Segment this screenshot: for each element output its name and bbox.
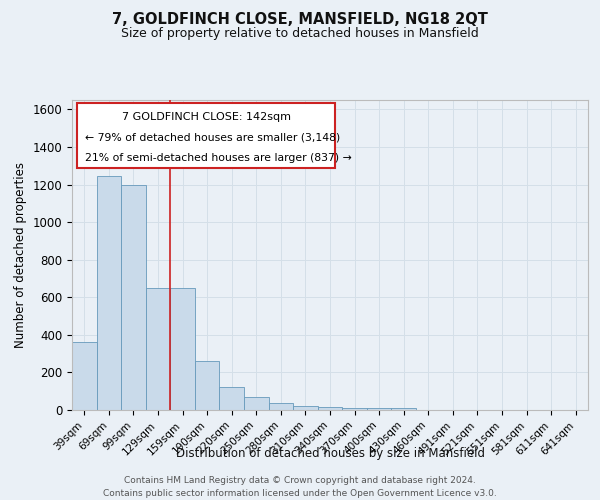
Text: 21% of semi-detached houses are larger (837) →: 21% of semi-detached houses are larger (…: [85, 154, 352, 164]
Y-axis label: Number of detached properties: Number of detached properties: [14, 162, 27, 348]
Text: 7 GOLDFINCH CLOSE: 142sqm: 7 GOLDFINCH CLOSE: 142sqm: [122, 112, 290, 122]
Text: Contains HM Land Registry data © Crown copyright and database right 2024.
Contai: Contains HM Land Registry data © Crown c…: [103, 476, 497, 498]
Bar: [146, 288, 170, 410]
Bar: [318, 407, 342, 410]
FancyBboxPatch shape: [77, 103, 335, 168]
Bar: [244, 397, 269, 410]
Bar: [121, 184, 146, 410]
Bar: [170, 288, 195, 410]
Bar: [269, 404, 293, 410]
Bar: [293, 406, 318, 410]
Bar: [195, 361, 220, 410]
Text: 7, GOLDFINCH CLOSE, MANSFIELD, NG18 2QT: 7, GOLDFINCH CLOSE, MANSFIELD, NG18 2QT: [112, 12, 488, 28]
Bar: [220, 388, 244, 410]
Text: Size of property relative to detached houses in Mansfield: Size of property relative to detached ho…: [121, 28, 479, 40]
Bar: [391, 408, 416, 410]
Bar: [367, 408, 391, 410]
Bar: [72, 342, 97, 410]
Bar: [97, 176, 121, 410]
Bar: [342, 408, 367, 410]
Text: Distribution of detached houses by size in Mansfield: Distribution of detached houses by size …: [176, 448, 485, 460]
Text: ← 79% of detached houses are smaller (3,148): ← 79% of detached houses are smaller (3,…: [85, 132, 340, 142]
